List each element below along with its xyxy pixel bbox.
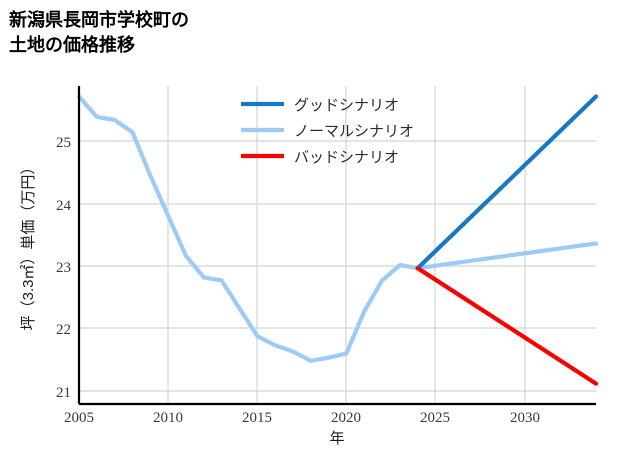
x-tick-labels: 2005 2010 2015 2020 2025 2030 xyxy=(64,410,540,426)
y-tick-label-23: 23 xyxy=(56,260,71,276)
y-tick-label-24: 24 xyxy=(56,198,72,214)
series-group xyxy=(76,94,599,386)
x-tick-label-2025: 2025 xyxy=(420,410,450,426)
page-title: 新潟県長岡市学校町の 土地の価格推移 xyxy=(9,10,189,55)
y-tick-label-22: 22 xyxy=(56,322,71,338)
series-line-good xyxy=(415,94,599,271)
x-axis-title: 年 xyxy=(329,430,344,447)
axes xyxy=(77,86,596,406)
y-tick-label-21: 21 xyxy=(56,385,71,401)
y-tick-label-25: 25 xyxy=(56,135,71,151)
legend-label-normal: ノーマルシナリオ xyxy=(294,124,414,140)
x-tick-label-2010: 2010 xyxy=(153,410,183,426)
legend-label-good: グッドシナリオ xyxy=(294,97,399,114)
x-tick-label-2005: 2005 xyxy=(64,410,94,426)
series-line-bad xyxy=(415,266,599,386)
series-line-normal xyxy=(76,94,599,363)
chart-legend: グッドシナリオ ノーマルシナリオ バッドシナリオ xyxy=(241,97,414,166)
y-tick-labels: 25 24 23 22 21 xyxy=(56,135,72,401)
x-tick-label-2020: 2020 xyxy=(331,410,361,426)
x-tick-label-2030: 2030 xyxy=(510,410,540,426)
y-axis-title: 坪（3.3㎡）単価（万円） xyxy=(20,160,37,331)
x-tick-label-2015: 2015 xyxy=(242,410,272,426)
legend-label-bad: バッドシナリオ xyxy=(294,150,399,166)
